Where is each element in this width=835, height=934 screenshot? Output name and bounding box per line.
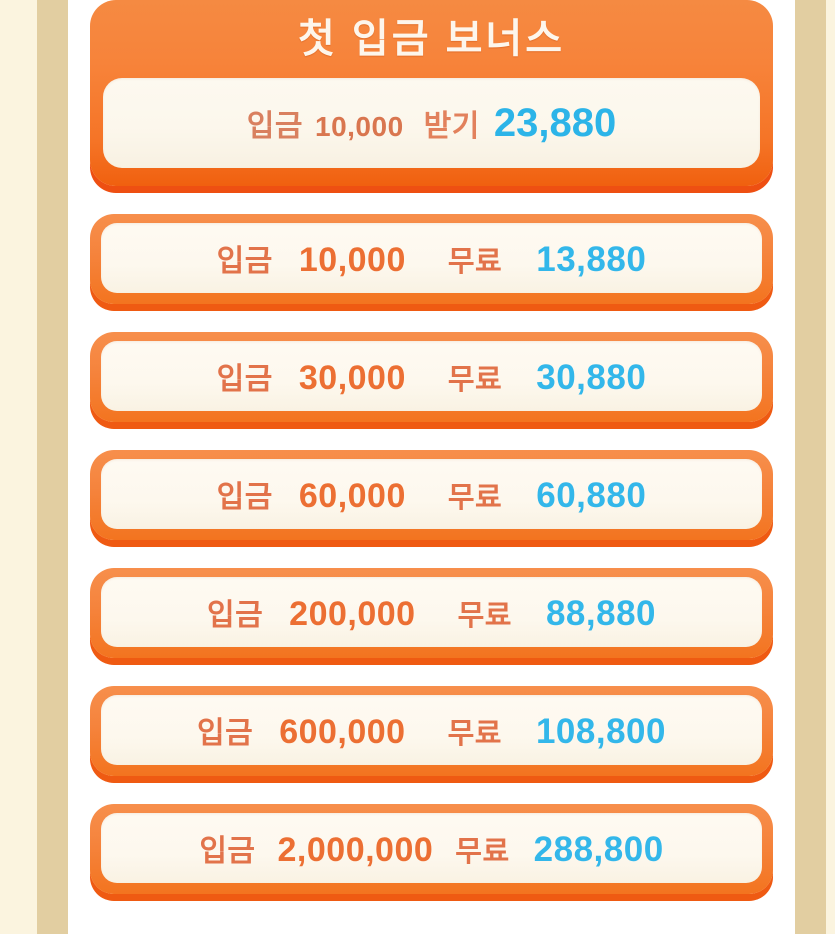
tier-action-label[interactable]: 무료: [447, 718, 502, 750]
tier-action-label[interactable]: 무료: [447, 364, 503, 396]
bonus-tier-line: 입금 200,000 무료 88,880: [207, 590, 656, 634]
tier-deposit-label: 입금: [216, 363, 273, 396]
bonus-tier-row[interactable]: 입금 2,000,000 무료 288,800: [90, 804, 773, 894]
tier-action-label[interactable]: 무료: [447, 482, 503, 514]
tier-deposit-label: 입금: [196, 717, 254, 750]
tier-deposit-amount: 30,000: [298, 359, 406, 397]
tier-deposit-label: 입금: [216, 481, 273, 514]
tier-deposit-amount: 10,000: [298, 241, 406, 279]
tier-deposit-amount: 200,000: [289, 595, 416, 633]
bonus-tier-line: 입금 2,000,000 무료 288,800: [199, 826, 663, 870]
bonus-tier-line: 입금 600,000 무료 108,800: [197, 708, 666, 752]
bonus-tier-panel: 입금 2,000,000 무료 288,800: [101, 813, 762, 883]
tier-deposit-amount: 2,000,000: [277, 831, 434, 869]
bonus-tier-panel: 입금 200,000 무료 88,880: [101, 577, 762, 647]
tier-action-label[interactable]: 무료: [457, 600, 512, 632]
featured-bonus-amount: 23,880: [493, 100, 617, 145]
bonus-tier-row[interactable]: 입금 30,000 무료 30,880: [90, 332, 773, 422]
featured-bonus-card[interactable]: 첫 입금 보너스 입금 10,000 받기 23,880: [90, 0, 773, 186]
bonus-tier-panel: 입금 30,000 무료 30,880: [101, 341, 762, 411]
featured-deposit-amount: 10,000: [315, 110, 404, 142]
bonus-tier-row[interactable]: 입금 60,000 무료 60,880: [90, 450, 773, 540]
featured-deposit-label: 입금: [246, 109, 303, 143]
page-title: 첫 입금 보너스: [297, 17, 566, 61]
bonus-list-container: 첫 입금 보너스 입금 10,000 받기 23,880 입금 10,000 무…: [68, 0, 795, 934]
tier-deposit-label: 입금: [199, 835, 256, 868]
page-frame-strip-left: [37, 0, 68, 934]
featured-action-label[interactable]: 받기: [423, 109, 480, 143]
tier-bonus-amount: 88,880: [545, 594, 657, 633]
tier-action-label[interactable]: 무료: [455, 836, 510, 868]
tier-action-label[interactable]: 무료: [447, 246, 503, 278]
bonus-tier-panel: 입금 600,000 무료 108,800: [101, 695, 762, 765]
page-frame-strip-right: [795, 0, 826, 934]
bonus-tier-panel: 입금 10,000 무료 13,880: [101, 223, 762, 293]
tier-bonus-amount: 30,880: [536, 358, 647, 397]
tier-bonus-amount: 108,800: [535, 712, 666, 751]
tier-bonus-amount: 13,880: [536, 240, 647, 279]
bonus-tier-line: 입금 30,000 무료 30,880: [217, 354, 647, 398]
tier-deposit-amount: 600,000: [279, 713, 406, 751]
bonus-tier-row[interactable]: 입금 200,000 무료 88,880: [90, 568, 773, 658]
tier-deposit-amount: 60,000: [298, 477, 406, 515]
bonus-tier-panel: 입금 60,000 무료 60,880: [101, 459, 762, 529]
bonus-tier-line: 입금 60,000 무료 60,880: [217, 472, 647, 516]
featured-bonus-panel[interactable]: 입금 10,000 받기 23,880: [103, 78, 760, 168]
bonus-tier-line: 입금 10,000 무료 13,880: [217, 236, 647, 280]
bonus-tier-row[interactable]: 입금 600,000 무료 108,800: [90, 686, 773, 776]
bonus-tier-list: 입금 10,000 무료 13,880 입금 30,000 무료 30,880: [90, 214, 773, 894]
featured-bonus-line: 입금 10,000 받기 23,880: [247, 101, 616, 146]
bonus-tier-row[interactable]: 입금 10,000 무료 13,880: [90, 214, 773, 304]
tier-deposit-label: 입금: [216, 245, 273, 278]
tier-bonus-amount: 60,880: [536, 476, 647, 515]
tier-bonus-amount: 288,800: [533, 830, 664, 869]
tier-deposit-label: 입금: [206, 599, 264, 632]
